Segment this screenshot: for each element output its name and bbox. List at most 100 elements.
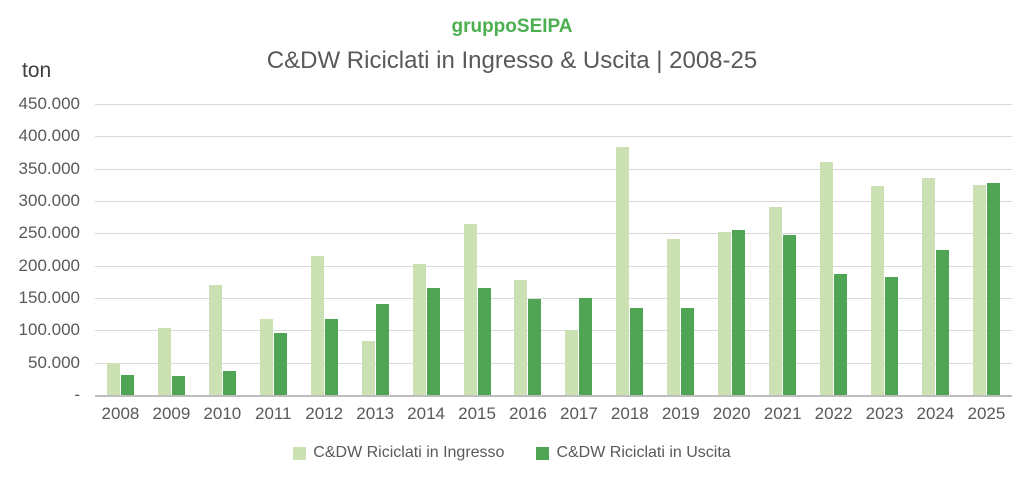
legend-label-uscita: C&DW Riciclati in Uscita [556, 444, 731, 461]
x-tick-label-2011: 2011 [255, 404, 292, 423]
x-tick-label-2008: 2008 [101, 404, 140, 423]
bar-group-2011 [248, 104, 299, 395]
x-tick-label-2009: 2009 [152, 404, 191, 423]
legend-label-ingresso: C&DW Riciclati in Ingresso [313, 444, 505, 461]
y-tick-label: 150.000 [18, 288, 80, 307]
plot-area [95, 104, 1012, 397]
y-axis-tick-labels: 450.000 400.000 350.000 300.000 250.000 200.0… [0, 94, 80, 404]
legend-swatch-ingresso [293, 446, 307, 460]
bar-uscita-2009 [171, 375, 185, 395]
brand-title: gruppoSEIPA [451, 16, 573, 37]
x-tick-label-2023: 2023 [865, 404, 904, 423]
bar-ingresso-2009 [157, 328, 171, 395]
y-tick-label: 50.000 [28, 352, 80, 372]
x-tick-label-2024: 2024 [916, 404, 955, 423]
bar-group-2008 [95, 104, 146, 395]
bar-ingresso-2011 [259, 319, 273, 395]
y-tick-label: 450.000 [18, 94, 80, 113]
y-tick-label: 350.000 [18, 158, 80, 178]
gridline [95, 168, 1012, 170]
gridline [95, 298, 1012, 299]
bar-ingresso-2023 [871, 186, 885, 395]
bar-ingresso-2016 [514, 279, 528, 395]
bar-ingresso-2015 [463, 223, 477, 395]
bar-ingresso-2020 [718, 232, 732, 395]
gridline [95, 330, 1012, 332]
bar-uscita-2012 [324, 318, 338, 395]
y-tick-label: 400.000 [18, 126, 80, 146]
bar-group-2012 [299, 104, 350, 395]
bar-ingresso-2010 [208, 285, 222, 395]
gridline [95, 201, 1012, 202]
chart-title: C&DW Riciclati in Ingresso & Uscita | 20… [266, 47, 758, 74]
x-tick-label-2025: 2025 [967, 404, 1006, 423]
bar-uscita-2011 [273, 332, 287, 395]
x-axis-tick-labels: 2008 2009 2010 2011 2012 2013 2014 2015 2016 2017… [95, 404, 1012, 424]
x-tick-label-2016: 2016 [509, 404, 547, 423]
bar-ingresso-2018 [616, 147, 630, 395]
bar-uscita-2019 [681, 307, 695, 395]
bar-ingresso-2008 [106, 362, 120, 395]
bar-group-2025 [961, 104, 1012, 395]
bar-ingresso-2017 [565, 330, 579, 395]
bar-group-2015 [452, 104, 503, 395]
x-tick-label-2010: 2010 [203, 404, 242, 423]
bar-ingresso-2022 [820, 162, 834, 395]
y-tick-label: 100.000 [18, 320, 80, 340]
x-tick-label-2021: 2021 [763, 404, 802, 423]
bar-group-2014 [401, 104, 452, 395]
bar-group-2016 [503, 104, 554, 395]
bar-group-2018 [604, 104, 655, 395]
bar-ingresso-2019 [667, 238, 681, 395]
bar-ingresso-2013 [361, 340, 375, 395]
y-tick-label: 250.000 [18, 223, 80, 243]
bar-group-2009 [146, 104, 197, 395]
gridline [95, 265, 1012, 267]
x-tick-label-2019: 2019 [661, 404, 700, 423]
bar-uscita-2021 [783, 234, 797, 395]
y-axis-unit-label: ton [22, 59, 52, 82]
bar-group-2021 [757, 104, 808, 395]
bar-group-2023 [859, 104, 910, 395]
bar-uscita-2023 [885, 277, 899, 395]
bar-group-2010 [197, 104, 248, 395]
bar-uscita-2022 [834, 274, 848, 395]
bar-uscita-2008 [120, 374, 134, 395]
bar-uscita-2014 [426, 288, 440, 395]
bar-uscita-2017 [579, 298, 593, 395]
x-tick-label-2017: 2017 [559, 404, 598, 423]
bar-ingresso-2014 [412, 263, 426, 395]
gridline [95, 362, 1012, 364]
x-tick-label-2015: 2015 [458, 404, 496, 423]
y-tick-label: 300.000 [18, 191, 80, 210]
bar-group-2020 [706, 104, 757, 395]
gridline [95, 233, 1012, 235]
legend-swatch-uscita [536, 446, 550, 460]
x-tick-label-2022: 2022 [814, 404, 853, 423]
bar-group-2024 [910, 104, 961, 395]
bar-uscita-2013 [375, 304, 389, 395]
legend-item-uscita: C&DW Riciclati in Uscita [536, 444, 731, 462]
gridline [95, 104, 1012, 105]
y-tick-label: - [74, 385, 80, 404]
bar-ingresso-2024 [921, 178, 935, 395]
bar-uscita-2024 [935, 249, 949, 395]
bar-groups [95, 104, 1012, 395]
bar-group-2022 [808, 104, 859, 395]
bar-ingresso-2021 [769, 207, 783, 395]
gridline [95, 136, 1012, 138]
bar-group-2017 [553, 104, 604, 395]
bar-group-2019 [655, 104, 706, 395]
legend: C&DW Riciclati in Ingresso C&DW Riciclati… [0, 444, 1024, 462]
x-tick-label-2020: 2020 [712, 404, 751, 423]
bar-uscita-2016 [528, 299, 542, 395]
x-tick-label-2018: 2018 [610, 404, 649, 423]
y-tick-label: 200.000 [18, 255, 80, 275]
bar-uscita-2020 [732, 230, 746, 395]
bar-uscita-2018 [630, 307, 644, 395]
bar-uscita-2010 [222, 371, 236, 395]
bar-ingresso-2025 [972, 184, 986, 395]
x-tick-label-2014: 2014 [407, 404, 445, 423]
x-tick-label-2013: 2013 [356, 404, 395, 423]
